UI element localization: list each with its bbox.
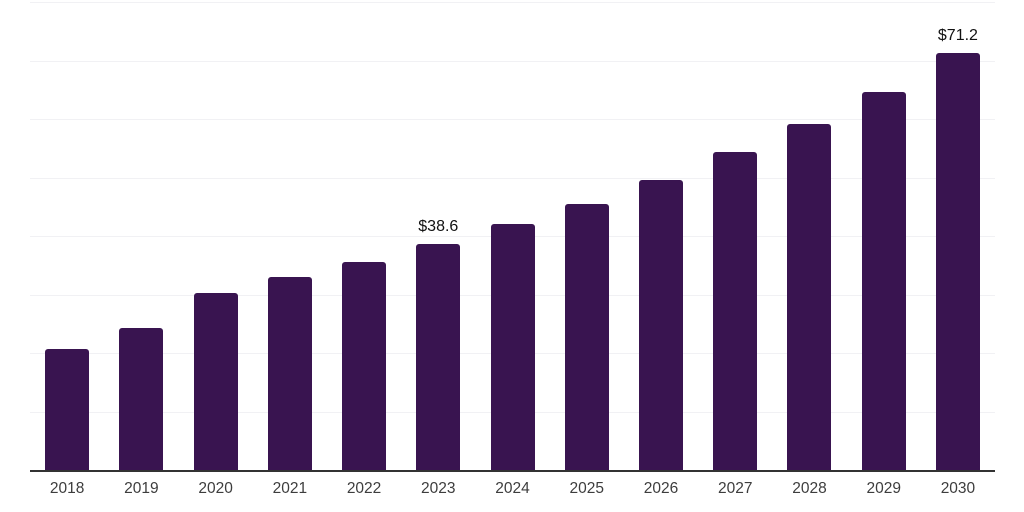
bar-slot-2019 xyxy=(104,2,178,470)
bar-slot-2018 xyxy=(30,2,104,470)
bar-2025 xyxy=(564,203,609,470)
x-axis-label-2019: 2019 xyxy=(124,480,159,497)
data-label-2023: $38.6 xyxy=(418,218,459,236)
data-label-2030: $71.2 xyxy=(937,27,978,45)
bar-slot-2030: $71.2 xyxy=(921,2,995,470)
x-axis-label-2027: 2027 xyxy=(717,480,753,497)
bar-2023 xyxy=(416,244,461,470)
x-axis-label-2025: 2025 xyxy=(569,480,604,497)
gridline-60 xyxy=(30,119,995,120)
gridline-70 xyxy=(30,60,995,62)
plot-area: $38.6 $71.2 xyxy=(30,2,995,472)
x-axis-label-2026: 2026 xyxy=(643,480,679,497)
bar-slot-2028 xyxy=(772,2,846,470)
x-axis-label-2021: 2021 xyxy=(272,480,308,497)
x-axis-label-2020: 2020 xyxy=(198,480,233,497)
x-axis-label-2029: 2029 xyxy=(866,480,901,497)
bar-slot-2029 xyxy=(847,2,921,470)
gridline-50 xyxy=(30,177,995,179)
bars-group: $38.6 $71.2 xyxy=(30,2,995,470)
bar-slot-2021 xyxy=(253,2,327,470)
x-axis: 2018 2019 2020 2021 2022 2023 2024 2025 2026 2027… xyxy=(30,480,995,498)
bar-slot-2024 xyxy=(475,2,549,470)
x-axis-label-2028: 2028 xyxy=(792,480,827,497)
bar-2026 xyxy=(638,180,683,470)
bar-slot-2022 xyxy=(327,2,401,470)
bar-2018 xyxy=(45,348,90,470)
bar-2029 xyxy=(861,91,906,470)
bar-2019 xyxy=(119,328,164,470)
bar-2020 xyxy=(193,292,238,470)
bar-2027 xyxy=(713,152,758,470)
bar-2030 xyxy=(935,53,980,470)
bar-slot-2023: $38.6 xyxy=(401,2,475,470)
x-axis-label-2018: 2018 xyxy=(49,480,85,497)
x-axis-label-2022: 2022 xyxy=(346,480,382,497)
bar-2024 xyxy=(490,224,535,470)
bar-slot-2026 xyxy=(624,2,698,470)
x-axis-label-2030: 2030 xyxy=(940,480,976,497)
bar-2028 xyxy=(787,124,832,470)
gridline-80 xyxy=(30,2,995,3)
bar-slot-2025 xyxy=(550,2,624,470)
bar-2022 xyxy=(342,262,387,470)
bar-slot-2027 xyxy=(698,2,772,470)
bar-2021 xyxy=(267,276,312,470)
bar-slot-2020 xyxy=(178,2,252,470)
x-axis-label-2023: 2023 xyxy=(421,480,456,497)
x-axis-label-2024: 2024 xyxy=(495,480,530,497)
